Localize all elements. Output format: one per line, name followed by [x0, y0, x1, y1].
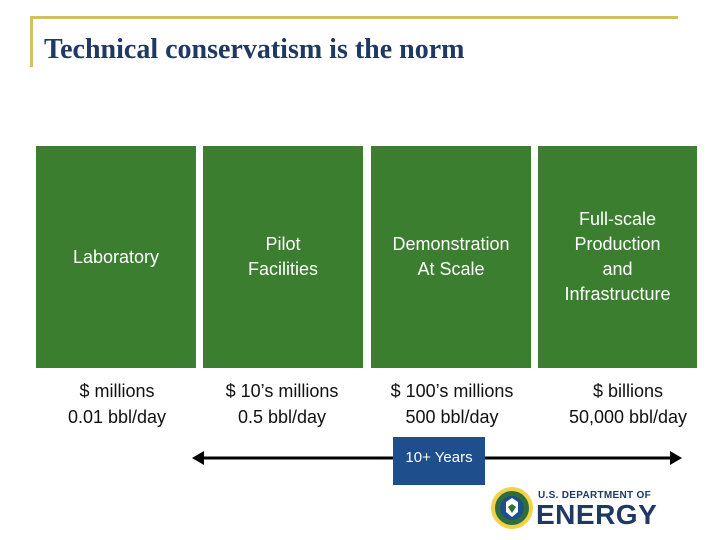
cost-label-demonstration: $ 100’s millions 500 bbl/day	[366, 378, 538, 430]
stage-box-laboratory: Laboratory	[36, 146, 196, 368]
logo-department-text: U.S. DEPARTMENT OF	[538, 490, 651, 501]
stage-label: Demonstration At Scale	[392, 232, 509, 282]
cost-label-laboratory: $ millions 0.01 bbl/day	[36, 378, 198, 430]
slide-title: Technical conservatism is the norm	[44, 34, 465, 65]
cost-value: $ 100’s millions	[390, 381, 514, 401]
doe-logo: U.S. DEPARTMENT OF ENERGY	[490, 486, 700, 532]
stage-box-pilot: Pilot Facilities	[203, 146, 363, 368]
cost-value: $ billions	[592, 381, 664, 401]
frame-left-rule	[30, 16, 33, 67]
rate-value: 0.01 bbl/day	[67, 407, 167, 427]
stage-label-line: Pilot	[265, 234, 301, 254]
stage-label-line: Full-scale	[578, 209, 656, 229]
stage-label: Laboratory	[73, 245, 159, 270]
cost-value: $ millions	[79, 381, 155, 401]
rate-value: 0.5 bbl/day	[237, 407, 327, 427]
stage-label-line: Demonstration	[392, 234, 510, 254]
stage-label: Pilot Facilities	[248, 232, 318, 282]
logo-energy-text: ENERGY	[536, 499, 658, 530]
stage-label-line: Production	[574, 234, 661, 254]
arrow-left-icon	[192, 451, 204, 465]
cost-label-pilot: $ 10’s millions 0.5 bbl/day	[198, 378, 366, 430]
cost-label-full-scale: $ billions 50,000 bbl/day	[540, 378, 716, 430]
arrow-right-icon	[670, 451, 682, 465]
stage-box-full-scale: Full-scale Production and Infrastructure	[538, 146, 697, 368]
stage-box-demonstration: Demonstration At Scale	[371, 146, 531, 368]
timeline-label: 10+ Years	[393, 437, 485, 485]
rate-value: 50,000 bbl/day	[568, 407, 688, 427]
frame-top-rule	[30, 16, 678, 19]
doe-seal-icon	[491, 487, 533, 529]
rate-value: 500 bbl/day	[405, 407, 499, 427]
stage-label-line: At Scale	[417, 259, 485, 279]
cost-value: $ 10’s millions	[225, 381, 339, 401]
stage-label-line: Facilities	[247, 259, 318, 279]
stage-label-line: Laboratory	[72, 246, 160, 267]
stage-label: Full-scale Production and Infrastructure	[564, 207, 670, 307]
stage-label-line: Infrastructure	[564, 284, 671, 304]
stage-label-line: and	[602, 259, 633, 279]
